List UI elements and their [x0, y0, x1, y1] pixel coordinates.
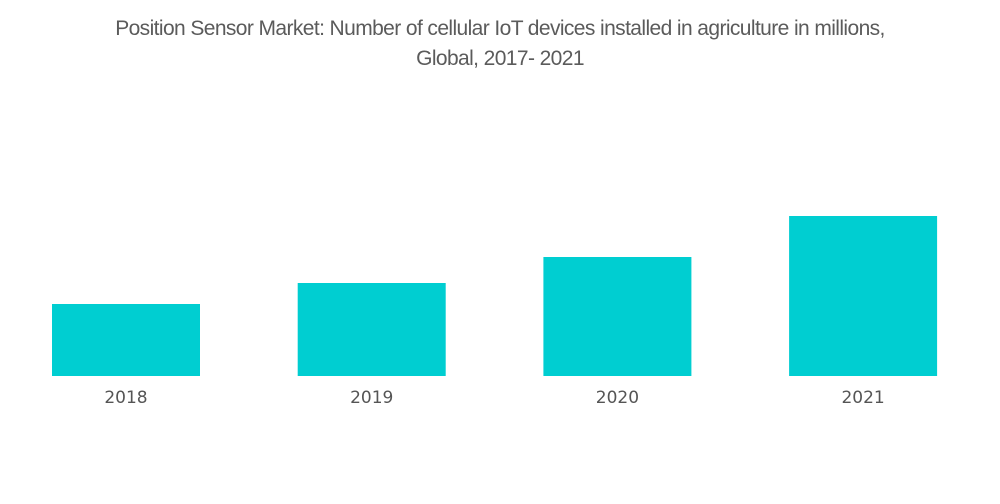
chart-title-block: Position Sensor Market: Number of cellul… — [0, 14, 1000, 74]
bar-2018 — [52, 304, 200, 376]
bar-2019 — [297, 283, 446, 376]
bar-2021 — [789, 216, 938, 376]
x-tick-label-2020: 2020 — [596, 388, 639, 408]
chart-subtitle: Global, 2017- 2021 — [416, 47, 584, 70]
x-tick-label-2019: 2019 — [350, 388, 393, 408]
chart-title: Position Sensor Market: Number of cellul… — [115, 17, 885, 40]
x-tick-label-2021: 2021 — [841, 388, 884, 408]
x-tick-label-2018: 2018 — [104, 388, 147, 408]
bar-2020 — [543, 257, 692, 376]
